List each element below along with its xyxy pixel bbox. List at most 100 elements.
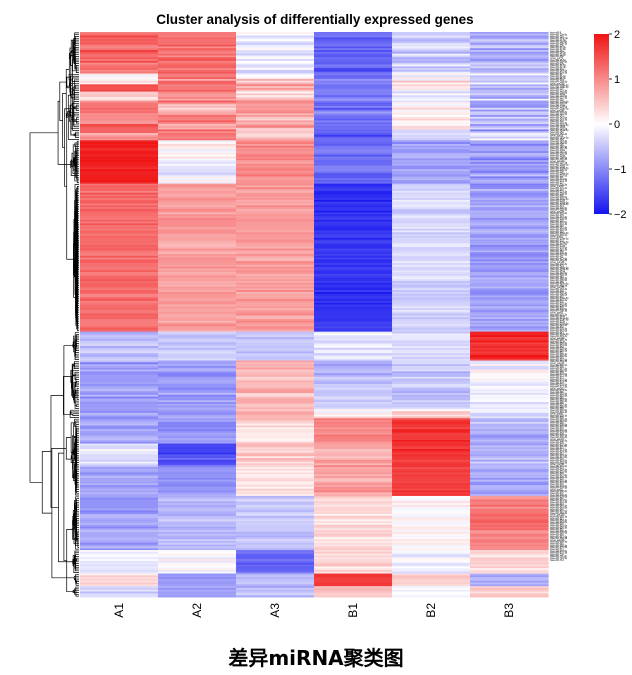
figure-caption: 差异miRNA聚类图 (228, 646, 404, 670)
heatmap-cell (314, 309, 393, 313)
heatmap-cell (236, 333, 315, 336)
heatmap-cell (80, 122, 159, 125)
column-label: B2 (424, 603, 438, 618)
row-label: hsa-miR-591-3p (550, 411, 568, 414)
heatmap-cell (470, 465, 549, 468)
heatmap-cell (314, 246, 393, 250)
heatmap-cell (314, 541, 393, 544)
heatmap-cell (470, 450, 549, 454)
heatmap-cell (236, 181, 315, 185)
heatmap-cell (314, 506, 393, 509)
heatmap-cell (392, 501, 471, 504)
heatmap-cell (314, 35, 393, 38)
heatmap-cell (392, 223, 471, 226)
heatmap-cell (392, 497, 471, 500)
heatmap-cell (236, 33, 315, 37)
heatmap-cell (158, 133, 237, 136)
heatmap-cell (314, 322, 393, 325)
heatmap-cell (158, 319, 237, 322)
row-label: hsa-miR-554 (550, 346, 564, 349)
heatmap-cell (158, 492, 237, 495)
heatmap-cell (236, 268, 315, 271)
heatmap-cell (158, 356, 237, 360)
heatmap-cell (236, 342, 315, 345)
heatmap-cell (392, 402, 471, 405)
heatmap-cell (80, 98, 159, 102)
heatmap-cell (236, 160, 315, 163)
heatmap-cell (314, 51, 393, 55)
heatmap-cell (392, 528, 471, 531)
heatmap-cell (80, 299, 159, 302)
heatmap-cell (236, 41, 315, 44)
heatmap-cell (314, 160, 393, 163)
heatmap-cell (236, 143, 315, 147)
heatmap-cell (158, 548, 237, 551)
heatmap-cell (392, 152, 471, 156)
row-label: hsa-miR-15a (550, 35, 564, 38)
heatmap-cell (158, 127, 237, 130)
row-label: hsa-miR-570-5p (550, 373, 568, 376)
row-label: hsa-miR-214-5p (550, 178, 568, 181)
heatmap-cell (392, 161, 471, 165)
dendrogram-branch (76, 232, 79, 288)
heatmap-cell (314, 351, 393, 354)
heatmap-cell (80, 120, 159, 123)
heatmap-cell (158, 308, 237, 311)
heatmap-cell (158, 546, 237, 549)
heatmap-cell (392, 160, 471, 163)
heatmap-cell (314, 201, 393, 204)
heatmap-cell (392, 266, 471, 269)
row-label: hsa-miR-503-3p (550, 302, 568, 305)
heatmap-cell (80, 353, 159, 356)
heatmap-cell (392, 275, 471, 278)
heatmap-cell (392, 434, 471, 437)
heatmap-cell (470, 468, 549, 472)
dendrogram-branch (64, 108, 79, 187)
heatmap-cell (158, 593, 237, 596)
heatmap-cell (470, 586, 549, 589)
heatmap-cell (80, 225, 159, 228)
heatmap-cell (80, 560, 159, 564)
heatmap-cell (314, 544, 393, 547)
heatmap-cell (80, 239, 159, 242)
heatmap-cell (236, 434, 315, 437)
heatmap-cell (314, 335, 393, 338)
heatmap-cell (80, 551, 159, 555)
heatmap-cell (392, 387, 471, 390)
heatmap-cell (236, 170, 315, 174)
heatmap-cell (314, 566, 393, 569)
heatmap-cell (80, 344, 159, 347)
dendrogram-branch (75, 344, 79, 351)
heatmap-cell (236, 66, 315, 69)
heatmap-cell (80, 210, 159, 213)
heatmap-cell (80, 300, 159, 304)
heatmap-cell (158, 140, 237, 143)
row-label: hsa-miR-658-3p (550, 530, 568, 533)
heatmap-cell (314, 273, 393, 277)
heatmap-cell (314, 219, 393, 222)
heatmap-cell (470, 420, 549, 423)
heatmap-cell (158, 237, 237, 241)
row-label: hsa-miR-455-3p (550, 274, 568, 277)
heatmap-cell (392, 216, 471, 219)
column-labels: A1 A2 A3 B1 B2 B3 (112, 603, 516, 618)
heatmap-cell (158, 407, 237, 410)
heatmap-cell (314, 93, 393, 96)
row-label: hsa-miR-185 (550, 144, 564, 147)
heatmap-cell (236, 98, 315, 102)
row-label: novel_mir33 (550, 135, 564, 138)
heatmap-cell (314, 468, 393, 472)
heatmap-cell (314, 239, 393, 242)
heatmap-cell (314, 535, 393, 538)
heatmap-cell (236, 203, 315, 206)
heatmap-cell (158, 39, 237, 42)
heatmap-cell (392, 140, 471, 143)
heatmap-cell (392, 196, 471, 199)
heatmap-cell (158, 541, 237, 544)
row-label: hsa-miR-134-5p (550, 106, 568, 109)
heatmap-cell (470, 156, 549, 159)
heatmap-cell (470, 571, 549, 574)
heatmap-cell (80, 109, 159, 112)
heatmap-cell (236, 582, 315, 585)
colorbar-tick-label: 2 (614, 29, 620, 41)
